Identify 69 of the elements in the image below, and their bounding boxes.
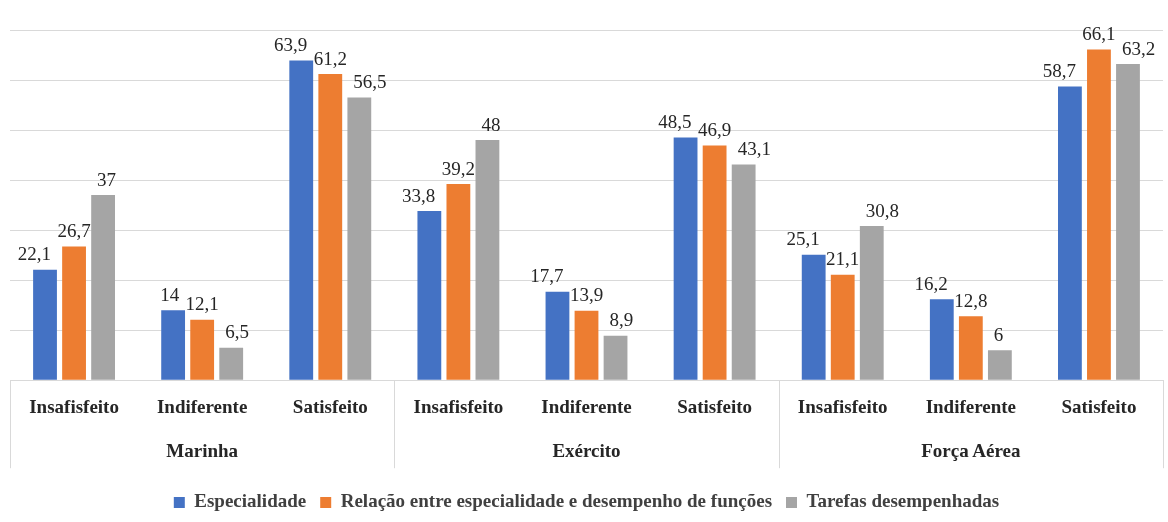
x-tick-label: Insafisfeito — [413, 395, 504, 417]
bar — [417, 211, 442, 380]
bar — [1087, 49, 1111, 380]
data-label: 48,5 — [658, 111, 692, 133]
data-label: 26,7 — [57, 220, 91, 242]
x-tick-label: Satisfeito — [677, 395, 753, 417]
bar — [801, 254, 826, 380]
bar — [318, 74, 343, 380]
x-tick-label: Insafisfeito — [797, 395, 888, 417]
data-label: 13,9 — [569, 284, 604, 306]
data-label: 12,8 — [954, 289, 988, 311]
bar — [929, 299, 954, 380]
text: Força Aérea — [921, 440, 1021, 462]
text: Exército — [552, 440, 621, 462]
x-tick-label: Insafisfeito — [29, 395, 119, 417]
bar — [91, 195, 115, 380]
bar — [62, 246, 86, 380]
x-tick-label: Indiferente — [156, 395, 248, 417]
data-label: 22,1 — [17, 243, 52, 265]
bar — [347, 97, 372, 380]
data-label: 37 — [97, 168, 117, 190]
data-label: 48 — [481, 113, 501, 135]
legend-label: Relação entre especialidade e desempenho de funções — [340, 490, 773, 512]
bar — [702, 145, 727, 380]
data-label: 33,8 — [402, 184, 436, 206]
bar — [475, 140, 500, 380]
data-label: 46,9 — [697, 119, 732, 141]
data-label: 39,2 — [441, 157, 476, 179]
bar — [859, 226, 884, 380]
data-label: 61,2 — [313, 47, 347, 69]
data-label: 63,2 — [1121, 37, 1156, 59]
x-tick-label: Satisfeito — [292, 395, 368, 417]
bar — [219, 347, 244, 380]
bar — [446, 184, 471, 380]
bar — [830, 274, 855, 380]
data-label: 21,1 — [826, 248, 860, 270]
bar — [289, 60, 314, 380]
data-label: 6 — [993, 323, 1004, 345]
bar — [574, 310, 599, 380]
data-label: 14 — [160, 283, 180, 305]
data-label: 25,1 — [786, 228, 820, 250]
bar — [987, 350, 1012, 380]
bar — [545, 291, 570, 380]
data-label: 43,1 — [737, 138, 771, 160]
bar — [190, 319, 215, 380]
data-label: 16,2 — [914, 272, 948, 294]
bar — [958, 316, 983, 380]
data-label: 30,8 — [865, 199, 900, 221]
data-label: 17,7 — [530, 265, 564, 287]
bar — [161, 310, 186, 380]
bar — [33, 269, 57, 380]
text: Marinha — [166, 440, 239, 462]
x-tick-label: Indiferente — [541, 395, 632, 417]
data-label: 12,1 — [185, 293, 219, 315]
bar — [731, 164, 756, 380]
data-label: 66,1 — [1082, 23, 1116, 44]
data-label: 56,5 — [353, 71, 387, 93]
data-label: 8,9 — [609, 309, 634, 331]
bar — [603, 335, 628, 380]
x-tick-label: Satisfeito — [1061, 395, 1137, 417]
bar — [1058, 86, 1082, 380]
data-label: 63,9 — [273, 34, 308, 55]
bar — [1116, 64, 1140, 380]
data-label: 6,5 — [225, 321, 249, 343]
data-label: 58,7 — [1042, 60, 1076, 82]
x-tick-label: Indiferente — [925, 395, 1017, 417]
legend-label: Especialidade — [194, 490, 307, 512]
legend-label: Tarefas desempenhadas — [806, 490, 1000, 512]
bar — [673, 137, 698, 380]
